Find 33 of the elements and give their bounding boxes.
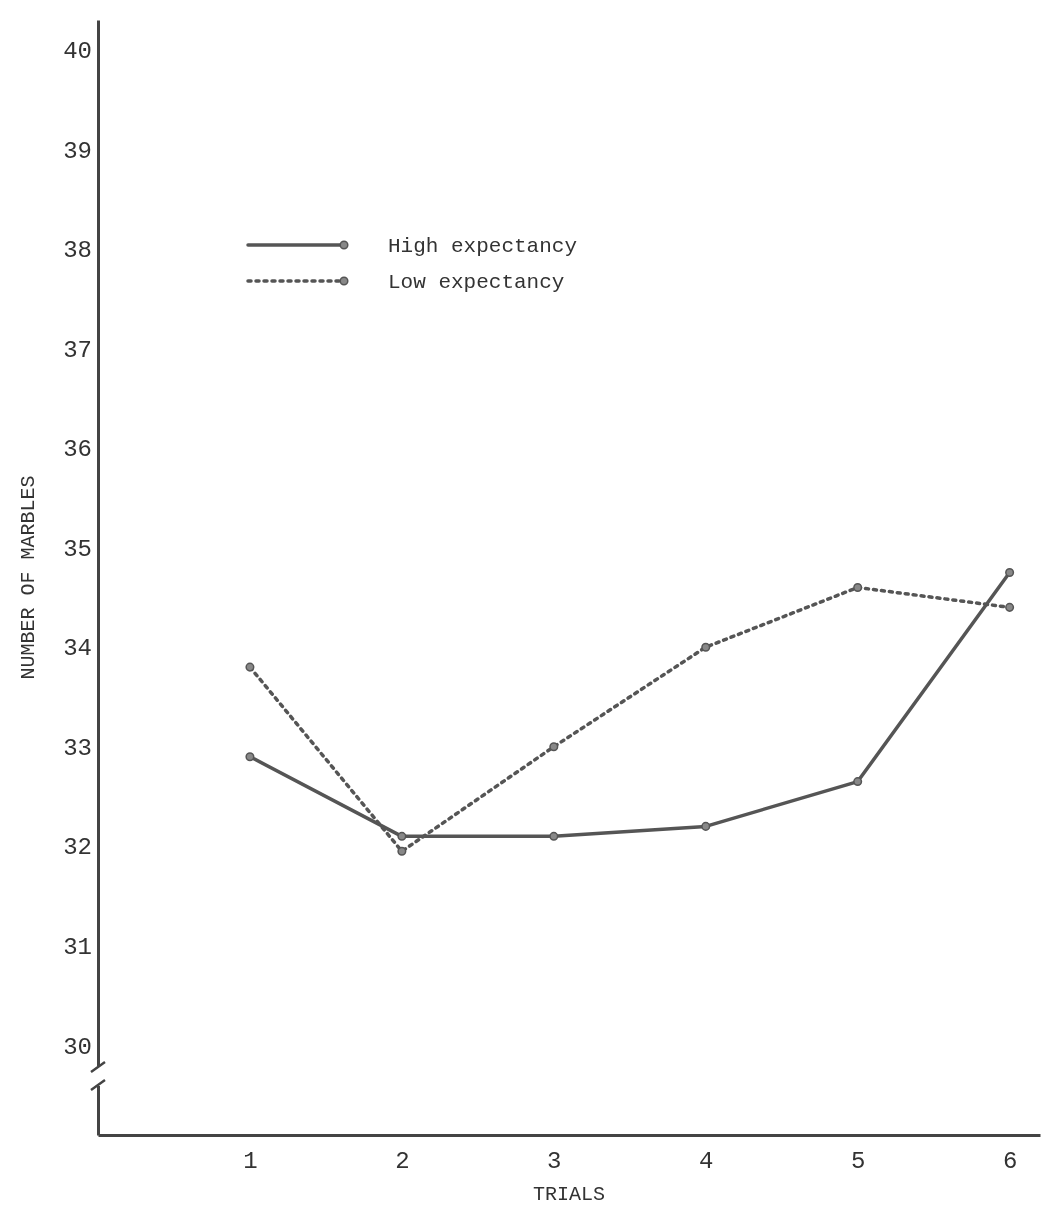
y-tick-label: 33 <box>63 734 92 762</box>
y-tick-label: 39 <box>63 137 92 165</box>
point <box>397 831 407 841</box>
x-axis-title: TRIALS <box>532 1183 606 1206</box>
legend-label: Low expectancy <box>388 271 565 294</box>
y-tick-label: 32 <box>63 834 92 862</box>
point <box>245 662 255 672</box>
legend-label: High expectancy <box>388 235 578 258</box>
point <box>1005 567 1015 578</box>
y-tick-label: 35 <box>63 535 92 563</box>
y-tick-label: 31 <box>63 934 92 962</box>
point <box>853 777 863 787</box>
point <box>397 846 407 856</box>
point <box>701 821 711 831</box>
y-axis-title: NUMBER OF MARBLES <box>17 475 40 680</box>
y-tick-label: 40 <box>63 38 92 66</box>
y-tick-label: 36 <box>63 436 92 464</box>
point <box>701 642 711 652</box>
x-tick-label: 5 <box>850 1148 866 1176</box>
y-tick-label: 34 <box>63 635 92 663</box>
x-tick-label: 4 <box>699 1148 714 1176</box>
x-tick-label: 1 <box>243 1148 258 1176</box>
x-tick-label: 3 <box>547 1148 562 1176</box>
point <box>1005 602 1015 612</box>
point <box>549 742 559 752</box>
y-tick-label: 30 <box>63 1033 92 1061</box>
y-tick-label: 38 <box>63 237 92 265</box>
x-tick-label: 2 <box>395 1148 410 1176</box>
point <box>853 582 863 592</box>
point <box>549 831 559 841</box>
y-tick-label: 37 <box>63 336 92 364</box>
point <box>245 752 255 762</box>
x-tick-label: 6 <box>1002 1148 1018 1176</box>
